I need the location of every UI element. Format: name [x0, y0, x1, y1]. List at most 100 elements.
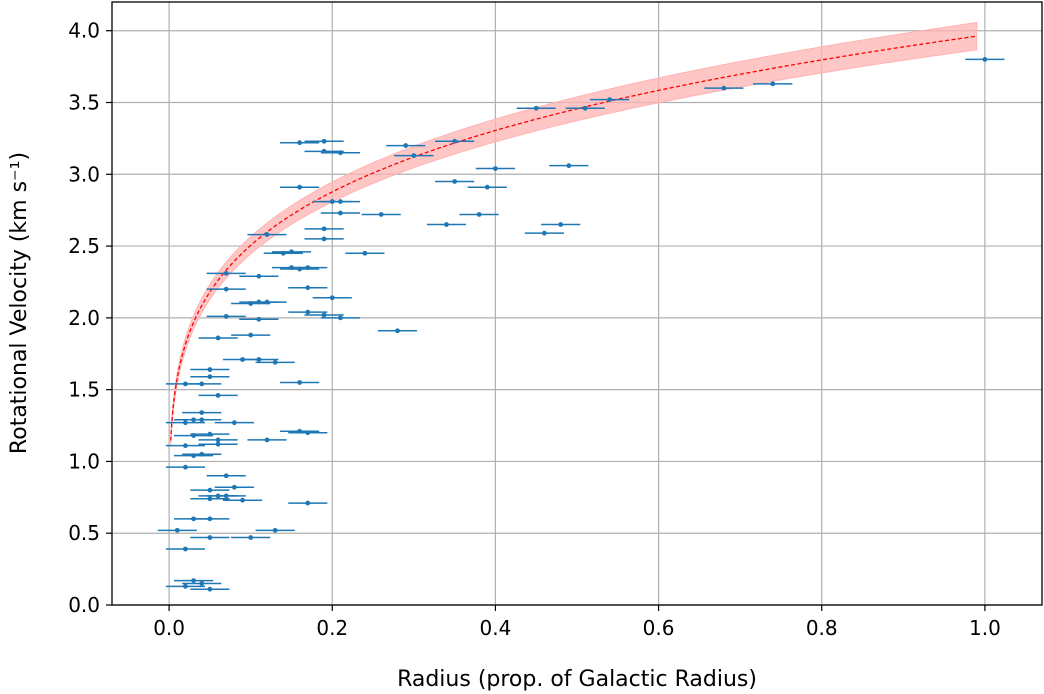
x-tick-label: 0.2: [316, 616, 348, 640]
data-point: [770, 81, 776, 87]
y-tick-label: 3.0: [68, 162, 100, 186]
data-point: [256, 273, 262, 279]
data-point: [558, 222, 564, 227]
x-axis-ticks: 0.0 0.2 0.4 0.6 0.8 1.0: [153, 605, 1001, 640]
y-axis-label: Rotational Velocity (km s⁻¹): [7, 152, 32, 454]
data-point: [248, 332, 254, 338]
data-point: [338, 150, 343, 156]
data-point: [191, 453, 196, 459]
data-point: [215, 392, 221, 398]
data-point: [191, 417, 196, 423]
data-point: [452, 138, 458, 144]
fit-band-group: [170, 21, 978, 445]
y-tick-label: 1.5: [68, 378, 100, 402]
data-point: [207, 516, 213, 522]
y-tick-label: 0.5: [68, 521, 100, 545]
data-point: [183, 583, 188, 589]
y-tick-label: 4.0: [68, 19, 100, 43]
data-point: [215, 437, 221, 443]
data-point: [223, 314, 229, 319]
data-point: [240, 497, 245, 503]
data-point: [607, 97, 613, 103]
data-point: [207, 367, 213, 372]
data-point: [264, 437, 270, 443]
x-tick-label: 0.6: [643, 616, 675, 640]
data-point: [378, 212, 384, 217]
data-point: [566, 163, 572, 169]
data-point: [338, 315, 343, 321]
y-tick-label: 1.0: [68, 449, 100, 473]
x-tick-label: 0.4: [480, 616, 512, 640]
data-point: [305, 265, 311, 271]
data-point: [183, 443, 188, 449]
data-point: [183, 420, 188, 426]
data-point: [321, 226, 327, 232]
fit-line: [170, 35, 977, 441]
data-point: [452, 179, 458, 184]
data-point: [215, 335, 221, 341]
data-point: [476, 212, 482, 217]
x-tick-label: 0.8: [806, 616, 838, 640]
data-point: [297, 140, 303, 146]
data-point: [231, 420, 237, 426]
data-point: [272, 527, 278, 533]
data-point: [174, 527, 180, 533]
data-point: [207, 496, 213, 502]
data-point: [493, 166, 498, 171]
data-point: [199, 410, 205, 416]
data-point: [207, 586, 213, 592]
data-point: [207, 374, 213, 380]
data-point: [264, 232, 270, 237]
data-point: [223, 286, 229, 292]
x-tick-label: 0.0: [153, 616, 185, 640]
data-point: [721, 85, 727, 91]
data-point: [395, 328, 400, 334]
data-point: [362, 250, 368, 256]
plot-frame: [111, 1, 1043, 606]
data-point: [403, 143, 409, 148]
y-tick-label: 3.5: [68, 91, 100, 115]
data-point: [191, 433, 196, 438]
data-point: [321, 236, 327, 242]
x-axis-label: Radius (prop. of Galactic Radius): [397, 667, 757, 692]
data-point: [297, 380, 303, 385]
data-point: [338, 199, 343, 204]
data-point: [321, 138, 327, 144]
data-point: [183, 546, 188, 552]
fit-band: [170, 21, 978, 445]
data-point: [305, 309, 311, 315]
data-point: [444, 222, 449, 227]
data-point: [305, 430, 311, 436]
data-point: [223, 473, 229, 479]
data-point: [305, 285, 311, 291]
data-point: [231, 484, 237, 490]
x-tick-label: 1.0: [969, 616, 1001, 640]
data-point: [207, 535, 213, 540]
data-point: [199, 581, 205, 586]
data-point: [297, 184, 303, 190]
data-point: [321, 312, 327, 318]
fit-line-group: [170, 35, 977, 441]
data-point: [289, 249, 294, 255]
data-point: [305, 500, 311, 506]
data-point: [338, 210, 343, 216]
y-tick-label: 0.0: [68, 593, 100, 617]
data-point: [248, 535, 254, 540]
data-point: [223, 493, 229, 499]
data-point: [256, 357, 262, 362]
data-point: [411, 153, 417, 159]
y-tick-label: 2.0: [68, 306, 100, 330]
data-points-group: [157, 57, 1005, 592]
data-point: [582, 105, 588, 111]
data-point: [264, 299, 270, 305]
data-point: [191, 578, 196, 583]
data-point: [541, 230, 547, 236]
data-point: [207, 487, 213, 493]
data-point: [223, 270, 229, 276]
data-point: [982, 57, 988, 62]
data-point: [329, 295, 335, 301]
data-point: [272, 359, 278, 365]
data-point: [484, 184, 490, 190]
data-point: [256, 316, 262, 322]
